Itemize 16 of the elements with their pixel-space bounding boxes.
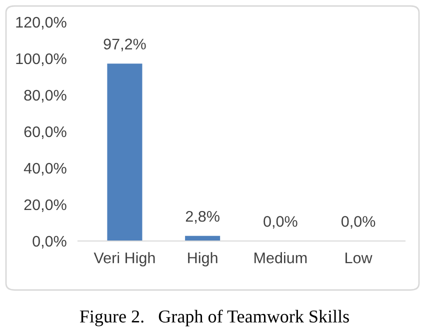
caption: Figure 2. Graph of Teamwork Skills [80, 310, 349, 326]
y-tick-label: 100,0% [16, 53, 66, 66]
y-tick-label: 40,0% [24, 162, 66, 176]
x-tick-label: Veri High [94, 252, 155, 266]
y-tick-label: 20,0% [24, 199, 66, 212]
x-tick-label: Medium [254, 252, 307, 264]
data-label: 0,0% [341, 216, 376, 229]
x-tick-label: Low [346, 252, 372, 264]
x-tick-label: High [188, 252, 218, 266]
y-tick-label: 60,0% [24, 126, 66, 139]
data-label: 0,0% [264, 216, 298, 229]
data-label: 2,8% [186, 210, 220, 224]
data-label: 97,2% [104, 38, 146, 52]
y-tick-label: 120,0% [16, 16, 66, 30]
y-tick-label: 0,0% [32, 236, 66, 248]
y-tick-label: 80,0% [24, 90, 66, 102]
